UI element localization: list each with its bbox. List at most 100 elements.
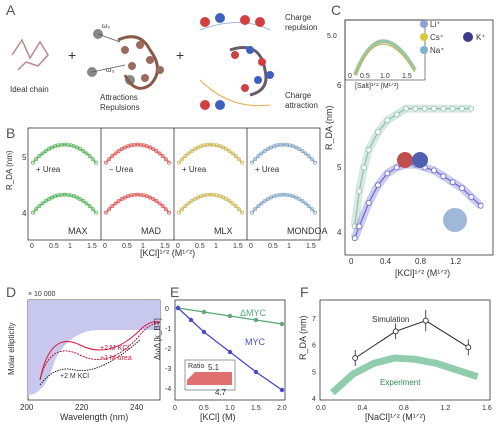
panel-b-xtick: 0.5	[122, 243, 132, 250]
panel-e-ytick: -2	[165, 346, 171, 353]
panel-b-subpanel-name: MLX	[214, 226, 233, 236]
panel-c-point	[393, 164, 400, 171]
curve-kcl-red	[39, 321, 161, 381]
panel-b-point	[116, 199, 121, 204]
panel-b-xtick: 1	[68, 243, 72, 250]
legend-na-marker	[420, 46, 428, 54]
panel-b-point	[148, 195, 153, 200]
panel-b-point	[167, 160, 171, 165]
panel-b-point	[195, 145, 200, 150]
panel-c-xtick-3: 1.2	[450, 257, 462, 266]
panel-b-point	[233, 204, 238, 209]
panel-b-xtick: 0.5	[195, 243, 205, 250]
panel-b-point	[81, 199, 86, 204]
inset-xtick-1: 0.5	[360, 73, 370, 80]
panel-c-point	[384, 170, 391, 177]
panel-b-point	[224, 147, 229, 152]
panel-f-ytick: 7	[312, 316, 316, 323]
panel-c-frame	[344, 19, 494, 256]
panel-b-point	[259, 201, 264, 206]
panel-d-fill	[28, 300, 160, 395]
panel-b-point	[230, 201, 235, 206]
panel-e-xtick: 0	[173, 405, 177, 412]
panel-b-point	[37, 204, 42, 209]
panel-b-point	[75, 145, 80, 150]
panel-b-point	[236, 207, 241, 212]
panel-c-legend: Li⁺ Cs⁺ Na⁺ K⁺	[420, 20, 486, 55]
panel-b-point	[300, 149, 305, 154]
panel-f-ylabel: R_DA (nm)	[298, 315, 308, 360]
panel-f-ytick: 5	[312, 369, 316, 376]
panel-b-xtick: 1.5	[306, 243, 316, 250]
panel-b-point	[84, 201, 89, 206]
panel-b-point	[268, 195, 273, 200]
panel-b-fit-curve	[105, 193, 170, 214]
panel-c-ytick-6: 6	[337, 81, 342, 90]
panel-label-c: C	[331, 2, 341, 18]
panel-b-point	[250, 160, 254, 165]
protein-sphere-red	[397, 152, 413, 168]
panel-b-point	[163, 207, 168, 212]
panel-e-inset-val2: 4.7	[215, 388, 227, 397]
legend-k-marker	[463, 32, 473, 42]
panel-b-point	[186, 201, 191, 206]
panel-b-fit-curve	[32, 143, 97, 164]
panel-f-xlabel: [NaCl]¹ᐟ² (M¹ᐟ²)	[365, 412, 426, 422]
panel-b-fit-curve	[105, 143, 170, 164]
panel-b-point	[87, 154, 92, 159]
panel-b-point	[180, 207, 185, 212]
label-d2: +1 M urea	[100, 355, 132, 362]
panel-b-point	[119, 147, 124, 152]
panel-f-ytick: 4	[312, 396, 316, 403]
panel-b-point	[110, 204, 115, 209]
protein-sphere-cluster	[443, 208, 467, 232]
panel-b-point	[303, 151, 308, 156]
panel-c-point	[459, 185, 465, 192]
panel-b-point	[87, 204, 92, 209]
experiment-band	[330, 354, 479, 396]
panel-c-point	[351, 235, 358, 242]
panel-b-point	[306, 154, 311, 159]
panel-b-point	[94, 160, 98, 165]
panel-b-point	[192, 197, 197, 202]
panel-e-inset-bar	[187, 372, 232, 385]
panel-c-point	[384, 117, 391, 124]
panel-c: 5.0 0 0.5 1.0 1.5 [Salt]¹ᐟ² (M¹ᐟ²) Li⁺ C…	[324, 19, 494, 278]
panel-b-point	[104, 160, 108, 165]
panel-b-xtick: 0	[103, 243, 107, 250]
panel-b-point	[160, 154, 165, 159]
panel-b-point	[160, 204, 165, 209]
panel-b-point	[49, 195, 54, 200]
panel-b-point	[81, 149, 86, 154]
panel-c-xtick-1: 0.4	[380, 257, 392, 266]
panel-b-point	[151, 147, 156, 152]
panel-b-point	[46, 197, 51, 202]
panel-c-xlabel: [KCl]¹ᐟ² (M¹ᐟ²)	[395, 268, 450, 278]
panel-b-point	[221, 145, 226, 150]
panel-e-ytick: -1	[165, 326, 171, 333]
panel-b-point	[256, 204, 261, 209]
panel-c-point	[431, 105, 437, 112]
panel-b-point	[221, 195, 226, 200]
panel-c-point	[468, 105, 475, 112]
panel-c-point	[393, 111, 400, 118]
panel-b-point	[154, 149, 159, 154]
panel-e-point	[201, 329, 207, 335]
panel-b-point	[157, 151, 162, 156]
panel-b-point	[195, 195, 200, 200]
panel-b-point	[40, 201, 45, 206]
panel-e-point	[279, 387, 285, 393]
protein-sphere-blue	[412, 152, 428, 168]
inset-ytick: 5.0	[327, 33, 337, 40]
panel-b-point	[90, 207, 95, 212]
panel-b-ytick-5: 5	[22, 153, 27, 162]
panel-b-point	[177, 160, 181, 165]
panel-label-e: E	[170, 284, 179, 300]
panel-b-urea-label: + Urea	[36, 165, 61, 174]
panel-b-point	[265, 197, 270, 202]
curve-urea	[39, 323, 161, 381]
panel-label-f: F	[300, 284, 309, 300]
panel-b-xtick: 1.5	[233, 243, 243, 250]
charge-attraction-label-2: attraction	[285, 101, 318, 110]
panel-b-ytick-4: 4	[22, 209, 27, 218]
